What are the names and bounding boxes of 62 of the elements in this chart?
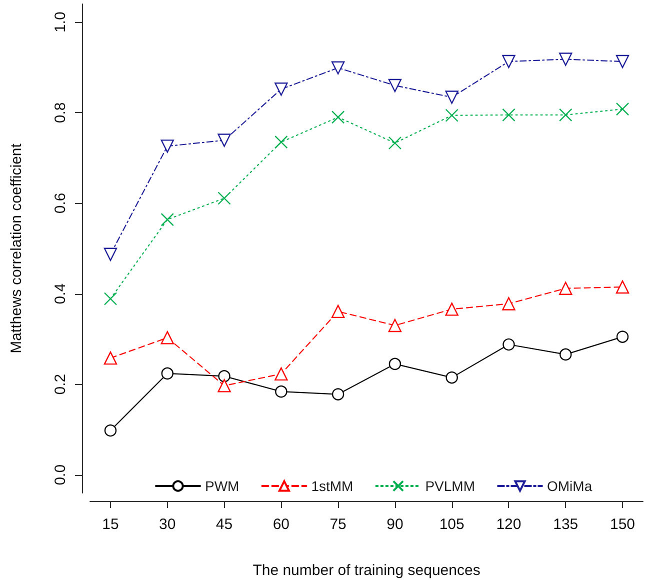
point: [502, 338, 515, 351]
point: [388, 136, 402, 150]
point: [274, 367, 288, 381]
x-tick-label: 135: [553, 516, 578, 533]
point: [388, 358, 402, 370]
x-tick-label: 60: [272, 516, 290, 533]
legend-label: PWM: [205, 478, 240, 494]
x-tick-label: 105: [439, 516, 464, 533]
point: [218, 370, 230, 382]
point: [388, 78, 402, 92]
point: [218, 379, 231, 392]
point: [445, 302, 458, 316]
point: [445, 108, 458, 122]
x-tick-label: 15: [102, 516, 119, 533]
y-tick-label: 0.2: [52, 374, 69, 395]
point: [559, 282, 572, 295]
point: [616, 280, 630, 294]
point: [104, 248, 118, 261]
point: [446, 371, 458, 384]
x-tick-label: 45: [216, 516, 233, 533]
point: [104, 351, 118, 365]
y-tick-label: 0.0: [52, 464, 69, 486]
point: [616, 102, 630, 116]
point: [559, 52, 572, 66]
point: [160, 212, 174, 226]
point: [331, 304, 345, 318]
point: [502, 54, 516, 68]
point: [502, 108, 516, 122]
legend-label: 1stMM: [311, 478, 354, 494]
point: [560, 348, 572, 361]
point: [388, 318, 402, 332]
point: [332, 388, 344, 400]
point: [445, 90, 458, 104]
legend-label: OMiMa: [547, 478, 592, 494]
x-axis-title: The number of training sequences: [252, 562, 480, 579]
point: [559, 108, 572, 122]
legend-label: PVLMM: [425, 478, 476, 494]
x-tick-label: 90: [386, 516, 404, 533]
x-tick-label: 120: [496, 516, 522, 533]
point: [274, 82, 288, 96]
point: [161, 367, 174, 380]
point: [275, 385, 288, 398]
point: [160, 140, 174, 153]
y-axis-title: Matthews correlation coefficient: [8, 142, 25, 354]
y-tick-label: 0.6: [52, 192, 69, 214]
y-tick-label: 0.8: [52, 102, 69, 124]
point: [331, 61, 345, 74]
point: [616, 54, 630, 68]
x-tick-label: 30: [159, 516, 176, 533]
point: [616, 330, 629, 343]
y-tick-label: 1.0: [52, 12, 69, 33]
point: [160, 331, 174, 344]
point: [218, 134, 231, 147]
x-tick-label: 150: [610, 516, 636, 533]
y-tick-label: 0.4: [52, 283, 69, 304]
point: [218, 192, 231, 205]
x-tick-label: 75: [330, 516, 346, 533]
point: [104, 292, 118, 306]
point: [104, 424, 117, 437]
point: [331, 110, 345, 124]
point: [274, 135, 288, 149]
point: [502, 297, 516, 310]
